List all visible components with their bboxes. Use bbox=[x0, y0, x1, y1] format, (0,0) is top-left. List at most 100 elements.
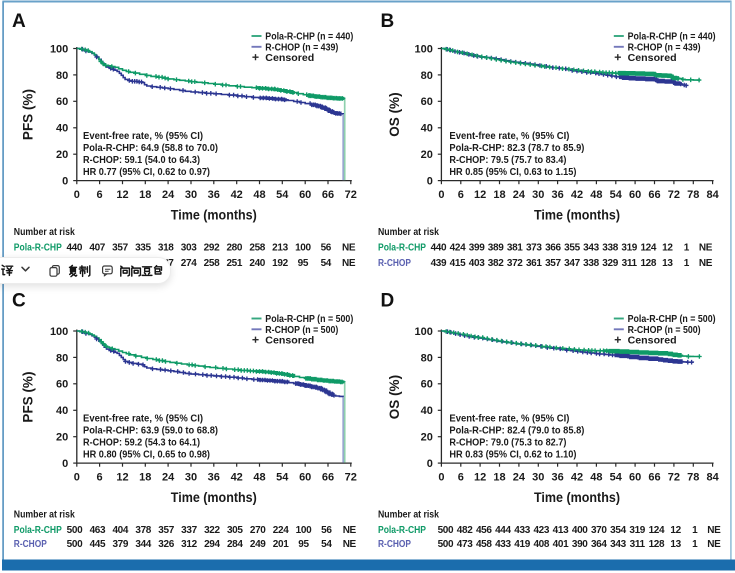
svg-text:305: 305 bbox=[227, 525, 243, 536]
svg-text:319: 319 bbox=[629, 525, 645, 536]
svg-text:Time (months): Time (months) bbox=[171, 490, 257, 505]
svg-text:24: 24 bbox=[513, 472, 526, 484]
svg-text:R-CHOP (n = 439): R-CHOP (n = 439) bbox=[628, 42, 701, 53]
svg-text:Censored: Censored bbox=[265, 53, 314, 64]
svg-text:R-CHOP: R-CHOP bbox=[378, 257, 411, 269]
svg-text:311: 311 bbox=[622, 258, 638, 269]
svg-text:354: 354 bbox=[610, 525, 626, 536]
svg-text:311: 311 bbox=[630, 539, 646, 550]
svg-text:NE: NE bbox=[699, 258, 713, 269]
svg-text:407: 407 bbox=[89, 243, 105, 254]
svg-text:Pola-R-CHP: Pola-R-CHP bbox=[14, 242, 62, 254]
svg-text:361: 361 bbox=[526, 258, 542, 269]
svg-text:347: 347 bbox=[564, 258, 580, 269]
svg-text:C: C bbox=[12, 290, 26, 311]
svg-text:OS (%): OS (%) bbox=[387, 375, 402, 419]
svg-text:30: 30 bbox=[185, 189, 197, 201]
svg-text:440: 440 bbox=[431, 243, 447, 254]
svg-text:R-CHOP: 79.0 (75.3 to 82.7): R-CHOP: 79.0 (75.3 to 82.7) bbox=[449, 438, 566, 449]
svg-text:78: 78 bbox=[687, 189, 699, 201]
svg-text:403: 403 bbox=[469, 258, 485, 269]
svg-text:R-CHOP: R-CHOP bbox=[378, 538, 411, 550]
svg-text:274: 274 bbox=[181, 258, 197, 269]
svg-text:54: 54 bbox=[321, 539, 332, 550]
svg-text:80: 80 bbox=[56, 352, 68, 364]
svg-text:NE: NE bbox=[707, 539, 721, 550]
svg-text:84: 84 bbox=[706, 472, 719, 484]
svg-text:463: 463 bbox=[90, 525, 106, 536]
svg-text:72: 72 bbox=[668, 472, 680, 484]
svg-text:40: 40 bbox=[421, 123, 433, 135]
svg-text:13: 13 bbox=[670, 539, 681, 550]
svg-text:13: 13 bbox=[662, 258, 673, 269]
svg-text:0: 0 bbox=[62, 176, 68, 188]
svg-text:Number at risk: Number at risk bbox=[14, 226, 75, 238]
svg-text:12: 12 bbox=[474, 472, 486, 484]
svg-text:319: 319 bbox=[621, 243, 637, 254]
svg-text:66: 66 bbox=[648, 189, 660, 201]
svg-text:312: 312 bbox=[181, 539, 197, 550]
svg-text:343: 343 bbox=[583, 243, 599, 254]
svg-text:54: 54 bbox=[276, 472, 289, 484]
svg-text:287: 287 bbox=[158, 258, 174, 269]
svg-text:128: 128 bbox=[640, 258, 656, 269]
svg-text:60: 60 bbox=[421, 379, 433, 391]
svg-text:401: 401 bbox=[553, 539, 569, 550]
svg-text:500: 500 bbox=[67, 539, 83, 550]
svg-text:0: 0 bbox=[427, 458, 433, 470]
svg-text:84: 84 bbox=[706, 189, 719, 201]
svg-text:NE: NE bbox=[342, 258, 356, 269]
svg-text:343: 343 bbox=[610, 539, 626, 550]
svg-text:60: 60 bbox=[299, 189, 311, 201]
svg-text:HR 0.77 (95% CI, 0.62 to 0.97): HR 0.77 (95% CI, 0.62 to 0.97) bbox=[83, 167, 210, 178]
svg-text:399: 399 bbox=[469, 243, 485, 254]
svg-text:60: 60 bbox=[421, 96, 433, 108]
svg-text:424: 424 bbox=[450, 243, 466, 254]
svg-text:Censored: Censored bbox=[628, 53, 677, 64]
svg-text:R-CHOP: R-CHOP bbox=[14, 538, 47, 550]
svg-text:0: 0 bbox=[427, 176, 433, 188]
svg-text:389: 389 bbox=[488, 243, 504, 254]
svg-text:326: 326 bbox=[158, 539, 174, 550]
svg-text:20: 20 bbox=[56, 149, 68, 161]
svg-text:357: 357 bbox=[545, 258, 561, 269]
svg-text:54: 54 bbox=[276, 189, 289, 201]
svg-text:280: 280 bbox=[226, 243, 242, 254]
svg-text:381: 381 bbox=[507, 243, 523, 254]
svg-text:48: 48 bbox=[253, 472, 265, 484]
svg-text:60: 60 bbox=[629, 189, 641, 201]
svg-text:251: 251 bbox=[226, 258, 242, 269]
svg-text:258: 258 bbox=[249, 243, 265, 254]
svg-text:Pola-R-CHP (n = 500): Pola-R-CHP (n = 500) bbox=[628, 314, 716, 325]
svg-text:NE: NE bbox=[343, 539, 357, 550]
svg-text:24: 24 bbox=[162, 189, 175, 201]
svg-text:0: 0 bbox=[438, 472, 444, 484]
svg-text:30: 30 bbox=[532, 189, 544, 201]
svg-text:322: 322 bbox=[204, 525, 220, 536]
svg-text:Event-free rate, % (95% CI): Event-free rate, % (95% CI) bbox=[83, 131, 203, 142]
svg-text:Pola-R-CHP: 82.4 (79.0 to 85.8: Pola-R-CHP: 82.4 (79.0 to 85.8) bbox=[449, 426, 584, 437]
svg-text:B: B bbox=[381, 11, 395, 32]
svg-text:60: 60 bbox=[56, 96, 68, 108]
svg-text:500: 500 bbox=[438, 539, 454, 550]
svg-text:60: 60 bbox=[629, 472, 641, 484]
svg-text:18: 18 bbox=[139, 472, 151, 484]
svg-text:382: 382 bbox=[488, 258, 504, 269]
svg-text:36: 36 bbox=[551, 472, 563, 484]
svg-text:224: 224 bbox=[273, 525, 289, 536]
svg-text:440: 440 bbox=[66, 243, 82, 254]
svg-text:400: 400 bbox=[572, 525, 588, 536]
svg-text:100: 100 bbox=[295, 243, 311, 254]
svg-text:60: 60 bbox=[56, 379, 68, 391]
svg-text:HR 0.83 (95% CI, 0.62 to 1.10): HR 0.83 (95% CI, 0.62 to 1.10) bbox=[449, 449, 576, 460]
svg-text:270: 270 bbox=[250, 525, 266, 536]
svg-text:500: 500 bbox=[438, 525, 454, 536]
svg-text:56: 56 bbox=[321, 525, 332, 536]
svg-text:Pola-R-CHP (n = 440): Pola-R-CHP (n = 440) bbox=[628, 32, 716, 43]
svg-text:355: 355 bbox=[564, 243, 580, 254]
svg-text:54: 54 bbox=[610, 472, 623, 484]
svg-text:249: 249 bbox=[250, 539, 266, 550]
svg-text:NE: NE bbox=[343, 525, 357, 536]
svg-text:Pola-R-CHP: Pola-R-CHP bbox=[14, 524, 62, 536]
svg-text:Number at risk: Number at risk bbox=[378, 508, 439, 520]
